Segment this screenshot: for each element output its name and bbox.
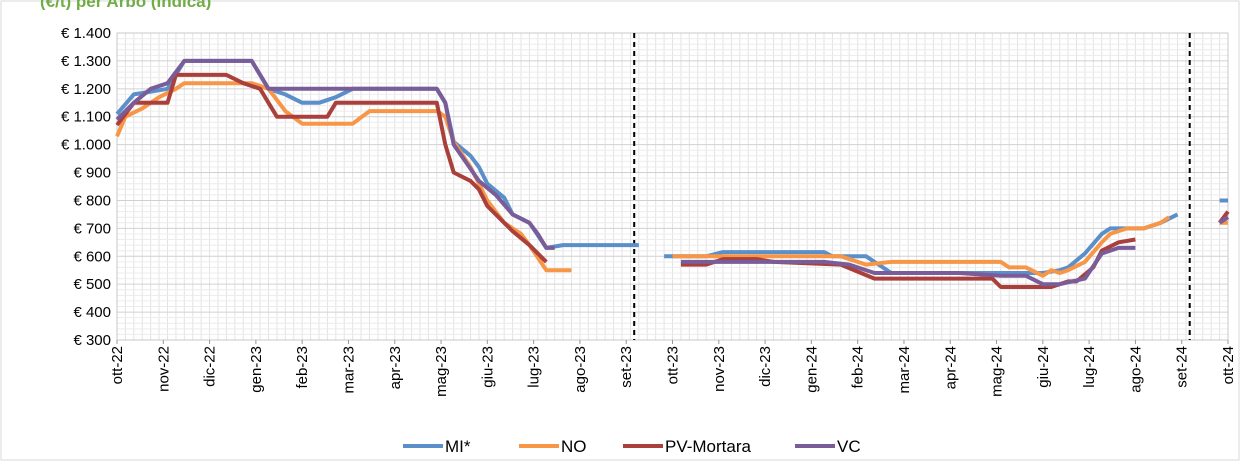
gridlines	[116, 32, 1229, 341]
y-tick-label: € 1.200	[61, 81, 111, 98]
series-line	[664, 212, 1179, 275]
x-axis: ott-22 nov-22 dic-22 gen-23 feb-23 mar-23 apr-…	[109, 340, 1237, 397]
legend-label: NO	[561, 437, 587, 456]
y-tick-label: € 1.300	[61, 53, 111, 70]
x-tick-label: lug-24	[1081, 346, 1098, 388]
x-tick-label: mag-23	[433, 346, 450, 397]
x-tick-label: mar-24	[896, 346, 913, 394]
y-axis: € 300 € 400 € 500 € 600 € 700 € 800 € 900 € 1.0…	[61, 25, 111, 349]
y-tick-label: € 400	[73, 304, 111, 321]
series-line	[672, 215, 1171, 278]
y-tick-label: € 800	[73, 192, 111, 209]
x-tick-label: ott-23	[665, 346, 682, 384]
y-tick-label: € 600	[73, 248, 111, 265]
series-line	[680, 245, 1136, 287]
x-tick-label: ott-24	[1220, 346, 1237, 384]
x-tick-label: mag-24	[989, 346, 1006, 397]
x-tick-label: ago-24	[1127, 346, 1144, 393]
x-tick-label: dic-22	[202, 346, 219, 387]
y-tick-label: € 500	[73, 276, 111, 293]
x-tick-label: gen-24	[803, 346, 820, 393]
x-tick-label: apr-23	[387, 346, 404, 389]
y-tick-label: € 900	[73, 165, 111, 182]
x-tick-label: gen-23	[248, 346, 265, 393]
legend-label: PV-Mortara	[665, 437, 752, 456]
legend: MI* NO PV-Mortara VC	[403, 437, 861, 456]
x-tick-label: set-23	[618, 346, 635, 388]
x-tick-label: feb-23	[294, 346, 311, 389]
x-tick-label: mar-23	[340, 346, 357, 394]
x-tick-label: ago-23	[572, 346, 589, 393]
y-tick-label: € 1.100	[61, 109, 111, 126]
x-tick-label: nov-22	[155, 346, 172, 392]
x-tick-label: apr-24	[942, 346, 959, 389]
season-separators	[633, 33, 1191, 340]
y-tick-label: € 1.000	[61, 137, 111, 154]
y-tick-label: € 700	[73, 220, 111, 237]
y-tick-label: € 1.400	[61, 25, 111, 42]
x-tick-label: feb-24	[850, 346, 867, 389]
legend-label: MI*	[445, 437, 471, 456]
chart-title-fragment: (€/t) per Arbo (Indica)	[40, 0, 212, 10]
x-tick-label: nov-23	[711, 346, 728, 392]
x-tick-label: ott-22	[109, 346, 126, 384]
y-tick-label: € 300	[73, 332, 111, 349]
x-tick-label: lug-23	[526, 346, 543, 388]
series-lines	[115, 58, 1230, 289]
x-tick-label: giu-24	[1035, 346, 1052, 388]
x-tick-label: set-24	[1174, 346, 1191, 388]
series-line	[115, 58, 555, 250]
x-tick-label: giu-23	[479, 346, 496, 388]
series-line	[1218, 215, 1230, 225]
legend-label: VC	[837, 437, 861, 456]
x-tick-label: dic-23	[757, 346, 774, 387]
series-vc	[115, 58, 1230, 287]
